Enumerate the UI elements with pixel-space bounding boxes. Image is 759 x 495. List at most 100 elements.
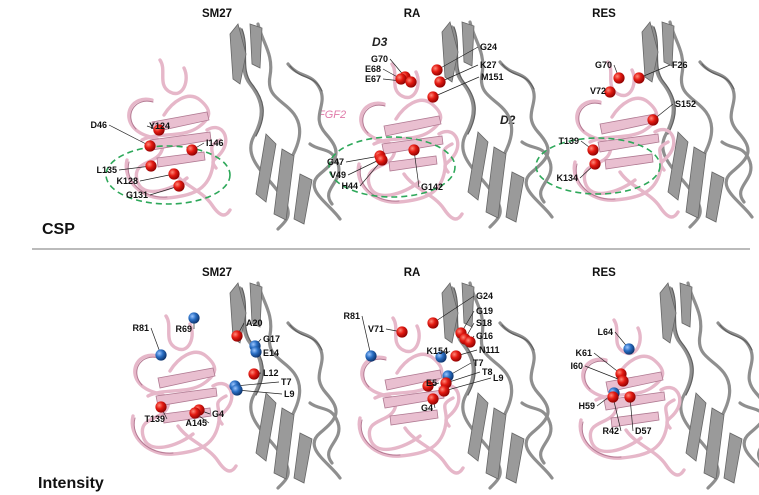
leader-line-csp-res-f26 (638, 64, 671, 79)
residue-label-intensity-sm27-t139: T139 (144, 414, 165, 424)
residue-label-intensity-ra-l9: L9 (493, 373, 504, 383)
structure-intensity-res (578, 281, 759, 490)
protein-label-fgf2: FGF2 (318, 109, 346, 121)
residue-label-csp-res-k134: K134 (556, 173, 578, 183)
leader-line-intensity-sm27-t7 (234, 381, 280, 387)
residue-sphere-csp-res-k134 (589, 158, 601, 170)
residue-label-intensity-sm27-l9: L9 (284, 389, 295, 399)
residue-sphere-intensity-ra-g4 (427, 393, 439, 405)
residue-label-csp-sm27-k128: K128 (116, 176, 138, 186)
leader-line-intensity-ra-r81 (361, 315, 372, 357)
residue-sphere-intensity-res-i60 (617, 375, 629, 387)
structure-csp-res (572, 20, 754, 229)
residue-label-intensity-sm27-r69: R69 (175, 324, 192, 334)
residue-label-intensity-ra-t8: T8 (482, 367, 493, 377)
panel-title-csp-res: RES (592, 8, 616, 20)
panel-title-csp-sm27: SM27 (202, 8, 232, 20)
residue-label-csp-res-t139: T139 (558, 136, 579, 146)
residue-label-intensity-ra-k154: K154 (426, 346, 448, 356)
domain-label-d3: D3 (372, 35, 388, 49)
residue-label-intensity-ra-n111: N111 (479, 345, 500, 355)
residue-sphere-intensity-ra-r81 (365, 350, 377, 362)
residue-label-intensity-sm27-a20: A20 (246, 318, 263, 328)
residue-sphere-intensity-ra-e5 (422, 380, 434, 392)
residue-label-csp-ra-g24: G24 (480, 42, 497, 52)
residue-label-csp-ra-v49: V49 (330, 170, 346, 180)
residue-sphere-intensity-ra-l9 (438, 385, 450, 397)
residue-label-csp-sm27-i146: I146 (206, 138, 224, 148)
residue-sphere-intensity-sm27-a145 (189, 407, 201, 419)
residue-label-intensity-sm27-g4: G4 (212, 409, 224, 419)
residue-label-intensity-sm27-l12: L12 (263, 368, 279, 378)
residue-label-intensity-res-r42: R42 (602, 426, 619, 436)
residue-label-intensity-res-k61: K61 (575, 348, 592, 358)
leader-line-intensity-res-k61 (593, 352, 622, 375)
leader-line-csp-ra-m151 (432, 76, 480, 98)
leader-line-intensity-ra-l9 (443, 377, 492, 392)
residue-label-intensity-sm27-a145: A145 (185, 418, 207, 428)
residue-label-csp-ra-e67: E67 (365, 74, 381, 84)
residue-label-intensity-sm27-e14: E14 (263, 348, 279, 358)
residue-label-csp-sm27-d46: D46 (90, 120, 107, 130)
residue-label-intensity-ra-g24: G24 (476, 291, 493, 301)
residue-sphere-intensity-sm27-r81 (155, 349, 167, 361)
residue-sphere-intensity-ra-g24 (427, 317, 439, 329)
residue-sphere-intensity-sm27-t139 (155, 401, 167, 413)
leader-line-csp-ra-v49 (347, 158, 382, 176)
residue-label-csp-res-g70: G70 (595, 60, 612, 70)
residue-label-csp-ra-h44: H44 (341, 181, 358, 191)
residue-label-intensity-ra-v71: V71 (368, 324, 384, 334)
residue-label-intensity-sm27-t7: T7 (281, 377, 292, 387)
panel-title-csp-ra: RA (404, 8, 421, 20)
residue-label-intensity-res-l64: L64 (597, 327, 613, 337)
residue-sphere-intensity-sm27-e14 (250, 346, 262, 358)
structure-intensity-ra (357, 281, 554, 490)
residue-sphere-csp-ra-m151 (427, 91, 439, 103)
leader-line-intensity-ra-t8 (445, 371, 481, 384)
residue-sphere-intensity-ra-k154 (435, 351, 447, 363)
residue-sphere-intensity-sm27-r69 (188, 312, 200, 324)
leader-line-csp-ra-h44 (359, 159, 383, 187)
residue-label-csp-ra-e68: E68 (365, 64, 381, 74)
residue-sphere-csp-ra-g24 (431, 64, 443, 76)
residue-label-csp-res-s152: S152 (675, 99, 696, 109)
binding-region-sm27 (105, 145, 231, 205)
panel-title-intensity-res: RES (592, 267, 616, 279)
leader-line-csp-sm27-k128 (139, 173, 175, 182)
residue-label-intensity-res-h59: H59 (578, 401, 595, 411)
residue-sphere-intensity-res-r42 (607, 391, 619, 403)
residue-sphere-csp-sm27-i146 (186, 144, 198, 156)
residue-sphere-csp-ra-k27 (434, 76, 446, 88)
binding-region-res (535, 137, 661, 195)
residue-label-intensity-ra-g4: G4 (421, 403, 433, 413)
residue-sphere-csp-sm27-g131 (173, 180, 185, 192)
residue-label-intensity-ra-g16: G16 (476, 331, 493, 341)
residue-label-csp-ra-k27: K27 (480, 60, 497, 70)
residue-label-intensity-ra-s18: S18 (476, 318, 492, 328)
residue-sphere-csp-ra-g142 (408, 144, 420, 156)
residue-sphere-csp-res-s152 (647, 114, 659, 126)
leader-line-csp-ra-k27 (439, 64, 479, 83)
residue-label-csp-ra-g47: G47 (327, 157, 344, 167)
leader-line-intensity-res-r42 (612, 396, 622, 432)
residue-sphere-csp-res-t139 (587, 144, 599, 156)
residue-sphere-csp-res-f26 (633, 72, 645, 84)
residue-label-intensity-ra-g19: G19 (476, 306, 493, 316)
section-label-intensity: Intensity (38, 475, 104, 492)
residue-sphere-intensity-sm27-l9 (231, 384, 243, 396)
leader-line-csp-ra-g47 (345, 155, 381, 163)
residue-sphere-csp-res-v72 (604, 86, 616, 98)
residue-label-csp-res-f26: F26 (672, 60, 688, 70)
residue-sphere-csp-res-g70 (613, 72, 625, 84)
residue-sphere-csp-sm27-l135 (145, 160, 157, 172)
residue-sphere-csp-ra-h44 (376, 154, 388, 166)
residue-label-csp-res-v72: V72 (590, 86, 606, 96)
residue-sphere-intensity-ra-g16 (464, 336, 476, 348)
residue-label-intensity-sm27-g17: G17 (263, 334, 280, 344)
residue-sphere-csp-sm27-y124 (153, 124, 165, 136)
leader-line-intensity-res-d57 (629, 396, 634, 432)
residue-sphere-intensity-ra-v71 (396, 326, 408, 338)
residue-sphere-intensity-sm27-a20 (231, 330, 243, 342)
residue-sphere-csp-sm27-k128 (168, 168, 180, 180)
